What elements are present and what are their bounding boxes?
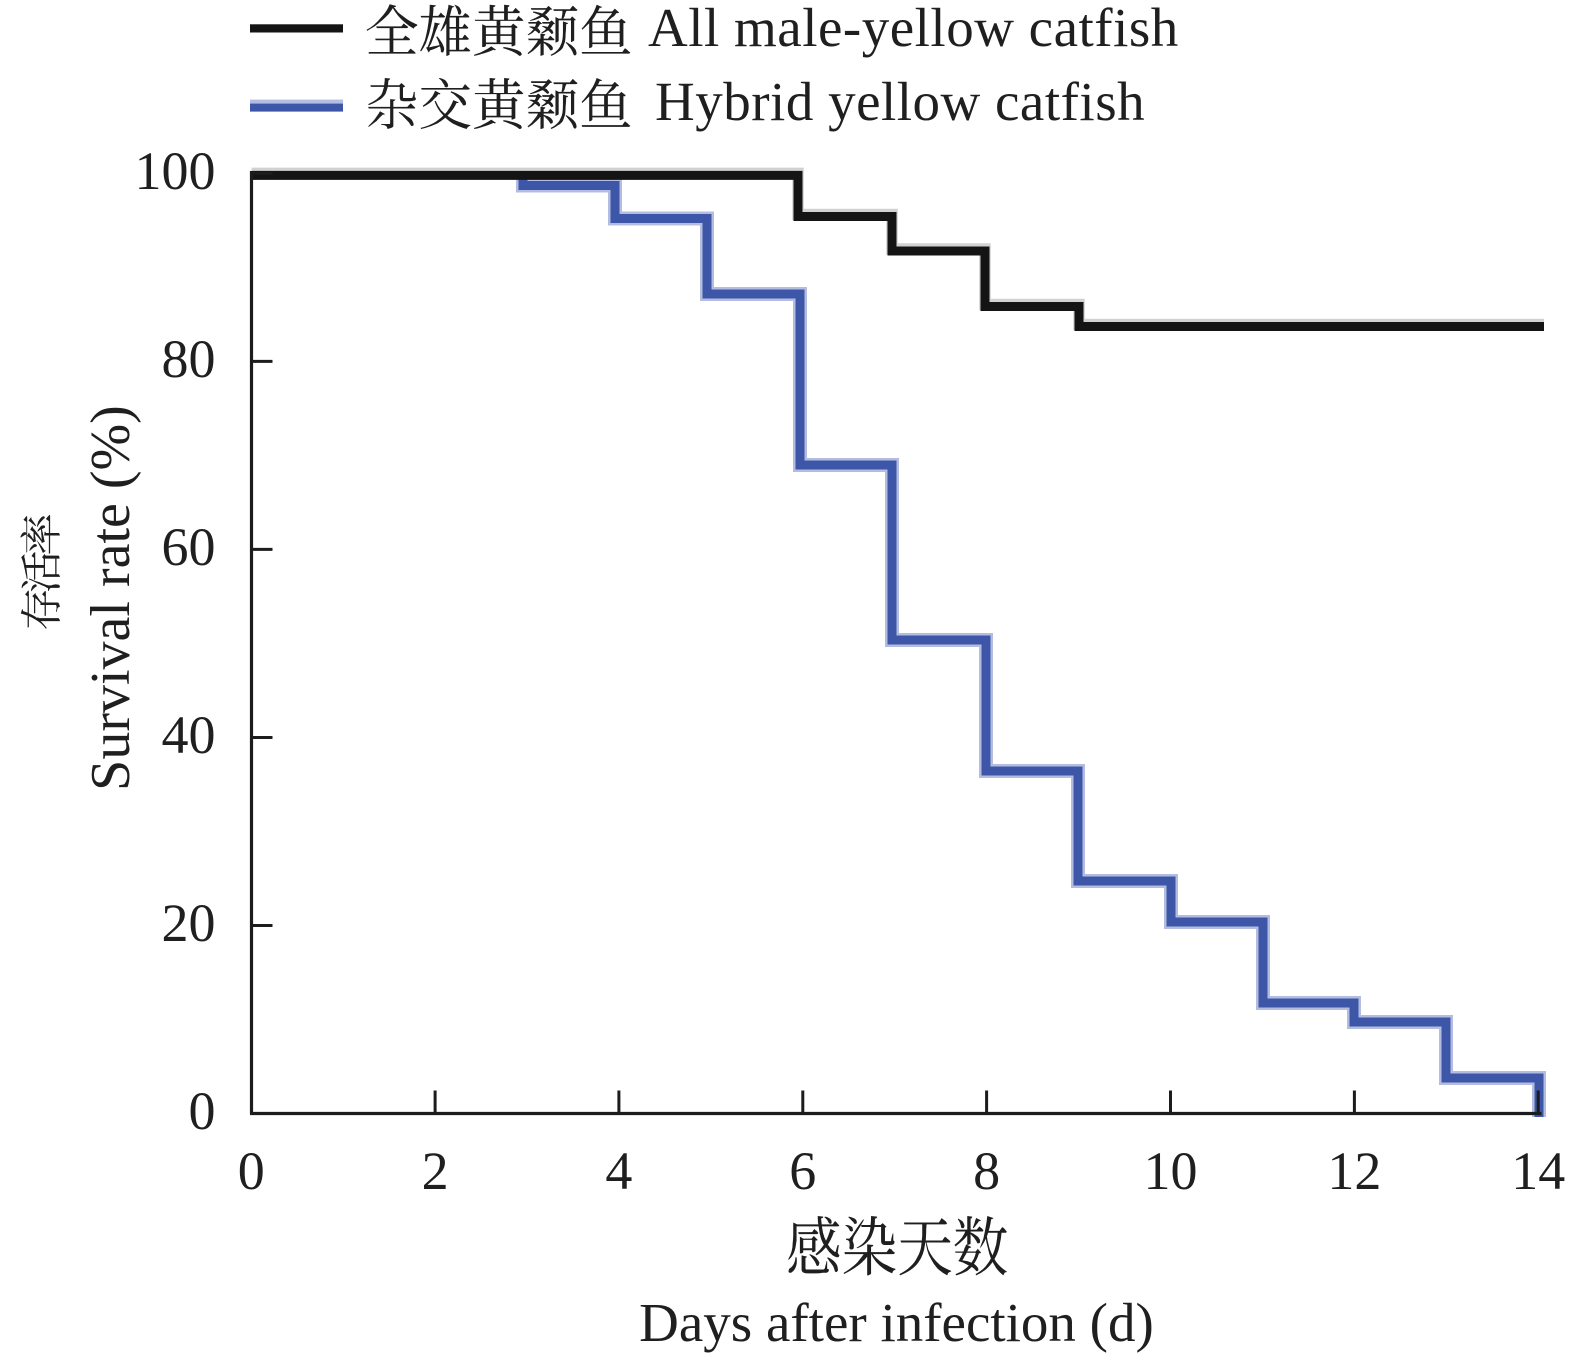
svg-text:60: 60	[162, 517, 216, 577]
svg-text:10: 10	[1144, 1141, 1198, 1201]
svg-text:2: 2	[422, 1141, 449, 1201]
svg-text:6: 6	[789, 1141, 816, 1201]
svg-text:0: 0	[238, 1141, 265, 1201]
svg-text:Hybrid yellow catfish: Hybrid yellow catfish	[655, 71, 1145, 132]
svg-text:100: 100	[135, 141, 216, 201]
svg-text:20: 20	[162, 893, 216, 953]
svg-text:14: 14	[1511, 1141, 1565, 1201]
svg-text:12: 12	[1327, 1141, 1381, 1201]
svg-text:40: 40	[162, 705, 216, 765]
svg-text:8: 8	[973, 1141, 1000, 1201]
svg-text:Days after infection (d): Days after infection (d)	[639, 1292, 1154, 1353]
svg-text:80: 80	[162, 329, 216, 389]
svg-text:Survival rate (%): Survival rate (%)	[80, 405, 142, 791]
svg-text:4: 4	[605, 1141, 632, 1201]
svg-text:0: 0	[189, 1081, 216, 1141]
svg-text:All male-yellow catfish: All male-yellow catfish	[648, 0, 1179, 58]
